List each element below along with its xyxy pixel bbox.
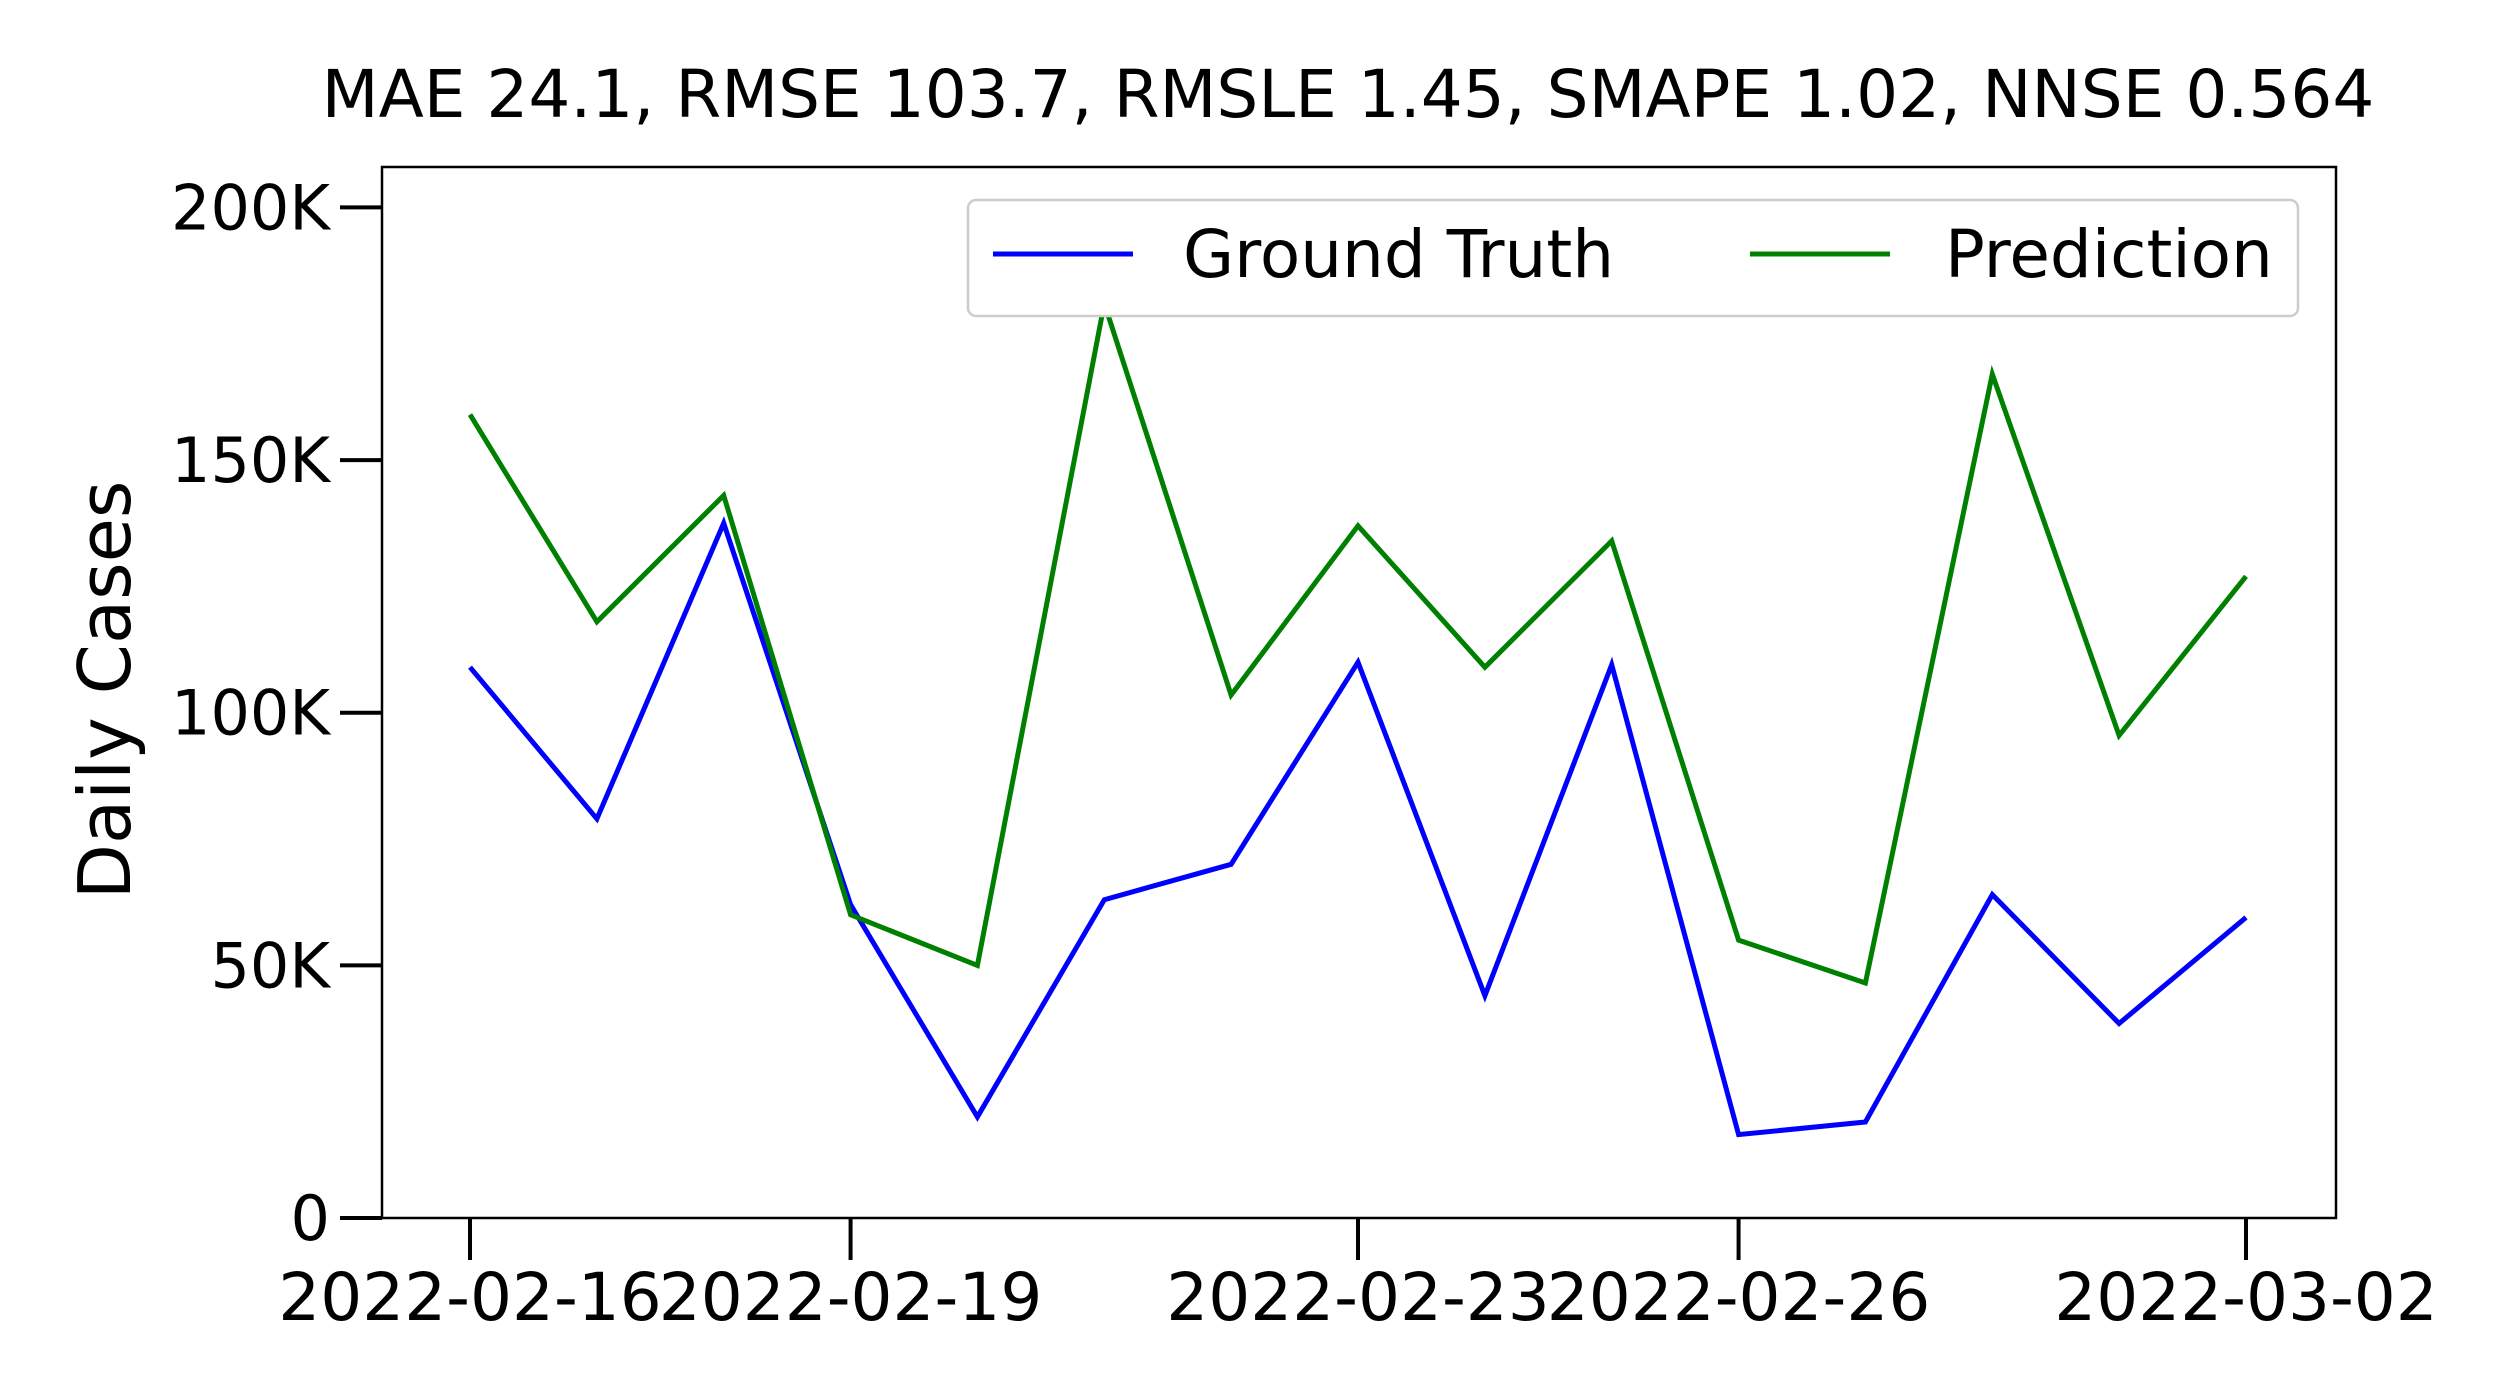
y-tick-label: 200K — [171, 171, 331, 244]
x-tick-label: 2022-02-19 — [659, 1259, 1043, 1336]
y-tick-label: 0 — [291, 1182, 330, 1255]
series-line-prediction — [467, 302, 2248, 987]
legend: Ground Truth Prediction — [966, 198, 2300, 318]
y-axis-label: Daily Cases — [63, 481, 147, 900]
legend-label: Ground Truth — [1183, 216, 1614, 293]
x-tick-label: 2022-02-23 — [1166, 1259, 1550, 1336]
y-tick-label: 50K — [210, 929, 331, 1002]
x-tick-label: 2022-02-16 — [278, 1259, 662, 1336]
legend-label: Prediction — [1945, 216, 2273, 293]
chart-title: MAE 24.1, RMSE 103.7, RMSLE 1.45, SMAPE … — [322, 56, 2375, 133]
y-tick-label: 100K — [171, 677, 331, 750]
legend-box — [966, 198, 2300, 318]
y-tick-label: 150K — [171, 424, 331, 497]
series-line-ground-truth — [468, 516, 2248, 1138]
series-lines — [467, 302, 2248, 1138]
x-tick-label: 2022-03-02 — [2054, 1259, 2438, 1336]
x-tick-label: 2022-02-26 — [1547, 1259, 1931, 1336]
